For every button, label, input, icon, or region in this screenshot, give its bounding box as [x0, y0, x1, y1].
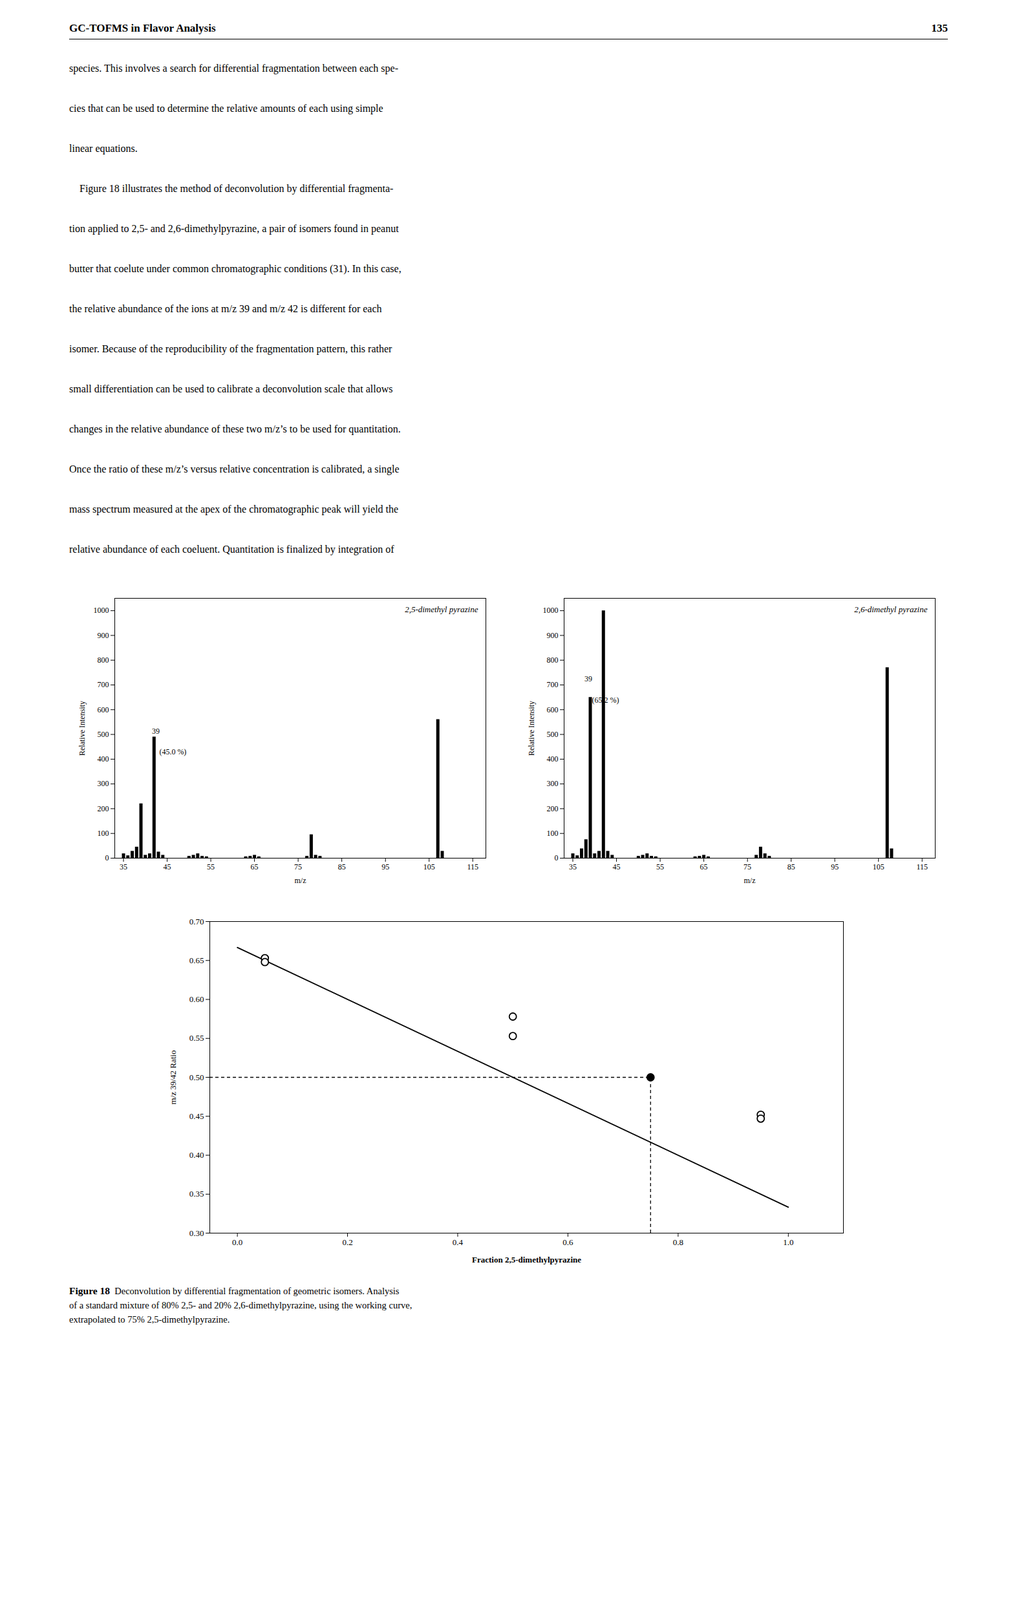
svg-text:m/z: m/z	[744, 876, 756, 886]
svg-text:100: 100	[97, 828, 110, 838]
html-text:tion applied to 2,5- and 2,6-d: tion applied to 2,5- and 2,6-dimethylpyr…	[69, 223, 399, 235]
svg-text:Fraction 2,5-dimethylpyrazine: Fraction 2,5-dimethylpyrazine	[471, 1254, 582, 1265]
svg-text:85: 85	[787, 862, 796, 872]
svg-text:(45.0 %): (45.0 %)	[159, 747, 187, 757]
html-text:the relative abundance of the: the relative abundance of the ions at m/…	[69, 303, 382, 315]
svg-text:35: 35	[568, 862, 577, 872]
html-text:Once the ratio of these m/z’s: Once the ratio of these m/z’s versus rel…	[69, 463, 400, 475]
svg-text:400: 400	[97, 754, 110, 764]
svg-text:500: 500	[97, 729, 110, 739]
svg-text:115: 115	[466, 862, 479, 872]
svg-text:45: 45	[163, 862, 172, 872]
html-text:small differentiation can be u: small differentiation can be used to cal…	[69, 383, 393, 395]
svg-text:0.50: 0.50	[189, 1072, 205, 1083]
svg-text:85: 85	[338, 862, 346, 872]
svg-text:95: 95	[381, 862, 390, 872]
svg-text:35: 35	[119, 862, 128, 872]
html-text:Figure 18 Deconvolution by dif: Figure 18 Deconvolution by differential …	[69, 1285, 400, 1297]
svg-text:800: 800	[97, 655, 110, 665]
svg-text:39: 39	[584, 674, 593, 684]
html-text:butter that coelute under comm: butter that coelute under common chromat…	[69, 263, 402, 275]
svg-text:900: 900	[546, 631, 559, 641]
svg-text:75: 75	[743, 862, 752, 872]
svg-text:Relative Intensity: Relative Intensity	[526, 700, 536, 756]
svg-text:0.65: 0.65	[189, 955, 205, 966]
svg-text:m/z: m/z	[294, 876, 307, 886]
svg-text:65: 65	[250, 862, 259, 872]
html-text:extrapolated to 75% 2,5-dimeth: extrapolated to 75% 2,5-dimethylpyrazine…	[69, 1314, 230, 1325]
svg-text:200: 200	[546, 804, 559, 814]
svg-text:700: 700	[97, 680, 110, 690]
svg-text:0.0: 0.0	[232, 1237, 243, 1248]
svg-text:400: 400	[546, 754, 559, 764]
html-text:linear equations.: linear equations.	[69, 142, 138, 154]
svg-text:2,6-dimethyl pyrazine: 2,6-dimethyl pyrazine	[854, 604, 928, 615]
svg-text:0.6: 0.6	[562, 1237, 574, 1248]
svg-text:0.2: 0.2	[342, 1237, 353, 1248]
svg-text:600: 600	[97, 705, 110, 715]
svg-text:Relative Intensity: Relative Intensity	[77, 700, 87, 756]
svg-text:55: 55	[656, 862, 664, 872]
svg-text:0: 0	[554, 853, 559, 863]
svg-text:0.45: 0.45	[189, 1111, 205, 1122]
svg-text:95: 95	[830, 862, 839, 872]
svg-text:2,5-dimethyl pyrazine: 2,5-dimethyl pyrazine	[404, 604, 479, 615]
html-text:species. This involves a searc: species. This involves a search for diff…	[69, 62, 399, 74]
svg-text:700: 700	[546, 680, 559, 690]
html-text:mass spectrum measured at the: mass spectrum measured at the apex of th…	[69, 503, 399, 515]
svg-text:0.70: 0.70	[189, 916, 205, 927]
html-text:Figure 18 illustrates the meth: Figure 18 illustrates the method of deco…	[69, 182, 394, 194]
svg-text:800: 800	[546, 655, 559, 665]
svg-text:39: 39	[151, 726, 160, 736]
svg-text:0.55: 0.55	[189, 1033, 205, 1043]
svg-text:115: 115	[916, 862, 928, 872]
svg-text:m/z 39/42 Ratio: m/z 39/42 Ratio	[168, 1050, 178, 1105]
svg-text:900: 900	[97, 631, 110, 641]
svg-text:75: 75	[294, 862, 302, 872]
svg-text:(65.2 %): (65.2 %)	[592, 695, 620, 705]
svg-text:105: 105	[872, 862, 885, 872]
html-text:GC-TOFMS in Flavor Analysis: GC-TOFMS in Flavor Analysis	[69, 21, 216, 35]
svg-text:0.8: 0.8	[673, 1237, 684, 1248]
svg-text:1000: 1000	[93, 605, 110, 615]
svg-text:300: 300	[97, 779, 110, 789]
svg-text:0.35: 0.35	[189, 1188, 205, 1199]
svg-text:0.30: 0.30	[189, 1228, 205, 1239]
svg-text:600: 600	[546, 705, 559, 715]
svg-text:100: 100	[546, 828, 559, 838]
svg-text:200: 200	[97, 804, 110, 814]
svg-text:65: 65	[700, 862, 708, 872]
svg-text:1000: 1000	[543, 605, 559, 615]
svg-text:500: 500	[546, 729, 559, 739]
svg-text:55: 55	[206, 862, 215, 872]
html-text:isomer. Because of the reprodu: isomer. Because of the reproducibility o…	[69, 343, 393, 355]
svg-text:0: 0	[105, 853, 110, 863]
html-text:135: 135	[931, 21, 948, 35]
svg-text:105: 105	[423, 862, 436, 872]
svg-text:300: 300	[546, 779, 559, 789]
svg-text:1.0: 1.0	[782, 1237, 794, 1248]
html-text:relative abundance of each coe: relative abundance of each coeluent. Qua…	[69, 543, 395, 555]
svg-text:0.4: 0.4	[452, 1237, 464, 1248]
html-text:changes in the relative abunda: changes in the relative abundance of the…	[69, 423, 401, 435]
svg-text:0.60: 0.60	[189, 994, 205, 1005]
svg-text:45: 45	[612, 862, 621, 872]
html-text:of a standard mixture of 80% 2: of a standard mixture of 80% 2,5- and 20…	[69, 1300, 413, 1311]
html-text:cies that can be used to deter: cies that can be used to determine the r…	[69, 102, 384, 114]
svg-text:0.40: 0.40	[189, 1150, 205, 1160]
